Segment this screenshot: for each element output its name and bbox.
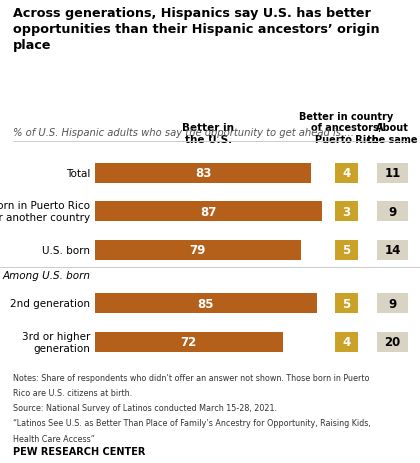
Text: 11: 11 xyxy=(385,167,401,180)
Text: 3rd or higher
generation: 3rd or higher generation xyxy=(22,331,90,353)
Bar xyxy=(377,332,408,352)
Text: Source: National Survey of Latinos conducted March 15-28, 2021.: Source: National Survey of Latinos condu… xyxy=(13,403,277,412)
Text: Among U.S. born: Among U.S. born xyxy=(2,270,90,280)
Text: 2nd generation: 2nd generation xyxy=(10,299,90,309)
Bar xyxy=(377,163,408,183)
Text: Notes: Share of respondents who didn’t offer an answer not shown. Those born in : Notes: Share of respondents who didn’t o… xyxy=(13,373,369,382)
Text: PEW RESEARCH CENTER: PEW RESEARCH CENTER xyxy=(13,446,145,456)
Bar xyxy=(335,240,358,260)
Text: “Latinos See U.S. as Better Than Place of Family’s Ancestry for Opportunity, Rai: “Latinos See U.S. as Better Than Place o… xyxy=(13,419,370,427)
Text: 85: 85 xyxy=(197,297,214,310)
Text: 5: 5 xyxy=(342,297,351,310)
Text: 14: 14 xyxy=(385,244,401,257)
Bar xyxy=(94,240,301,260)
Text: Across generations, Hispanics say U.S. has better
opportunities than their Hispa: Across generations, Hispanics say U.S. h… xyxy=(13,7,379,52)
Text: 4: 4 xyxy=(342,336,351,349)
Bar xyxy=(377,294,408,313)
Text: 79: 79 xyxy=(189,244,206,257)
Bar xyxy=(377,202,408,222)
Text: Better in country
of ancestors/
Puerto Rico: Better in country of ancestors/ Puerto R… xyxy=(299,112,394,144)
Bar xyxy=(94,332,283,352)
Text: 9: 9 xyxy=(388,297,397,310)
Text: Born in Puerto Rico
or another country: Born in Puerto Rico or another country xyxy=(0,201,90,223)
Bar xyxy=(335,332,358,352)
Text: 87: 87 xyxy=(200,205,216,218)
Text: Total: Total xyxy=(66,169,90,178)
Text: U.S. born: U.S. born xyxy=(42,245,90,255)
Text: 20: 20 xyxy=(385,336,401,349)
Text: Better in
the U.S.: Better in the U.S. xyxy=(182,123,234,144)
Text: 9: 9 xyxy=(388,205,397,218)
Text: 72: 72 xyxy=(181,336,197,349)
Bar xyxy=(377,240,408,260)
Bar xyxy=(335,202,358,222)
Text: % of U.S. Hispanic adults who say the opportunity to get ahead is …: % of U.S. Hispanic adults who say the op… xyxy=(13,127,354,138)
Text: 4: 4 xyxy=(342,167,351,180)
Text: About
the same: About the same xyxy=(368,123,418,144)
Text: 83: 83 xyxy=(195,167,211,180)
Text: 3: 3 xyxy=(342,205,351,218)
Bar xyxy=(94,202,322,222)
Bar xyxy=(94,294,317,313)
Bar xyxy=(94,163,311,183)
Bar xyxy=(335,294,358,313)
Text: 5: 5 xyxy=(342,244,351,257)
Text: Health Care Access”: Health Care Access” xyxy=(13,434,94,443)
Bar xyxy=(335,163,358,183)
Text: Rico are U.S. citizens at birth.: Rico are U.S. citizens at birth. xyxy=(13,388,132,397)
